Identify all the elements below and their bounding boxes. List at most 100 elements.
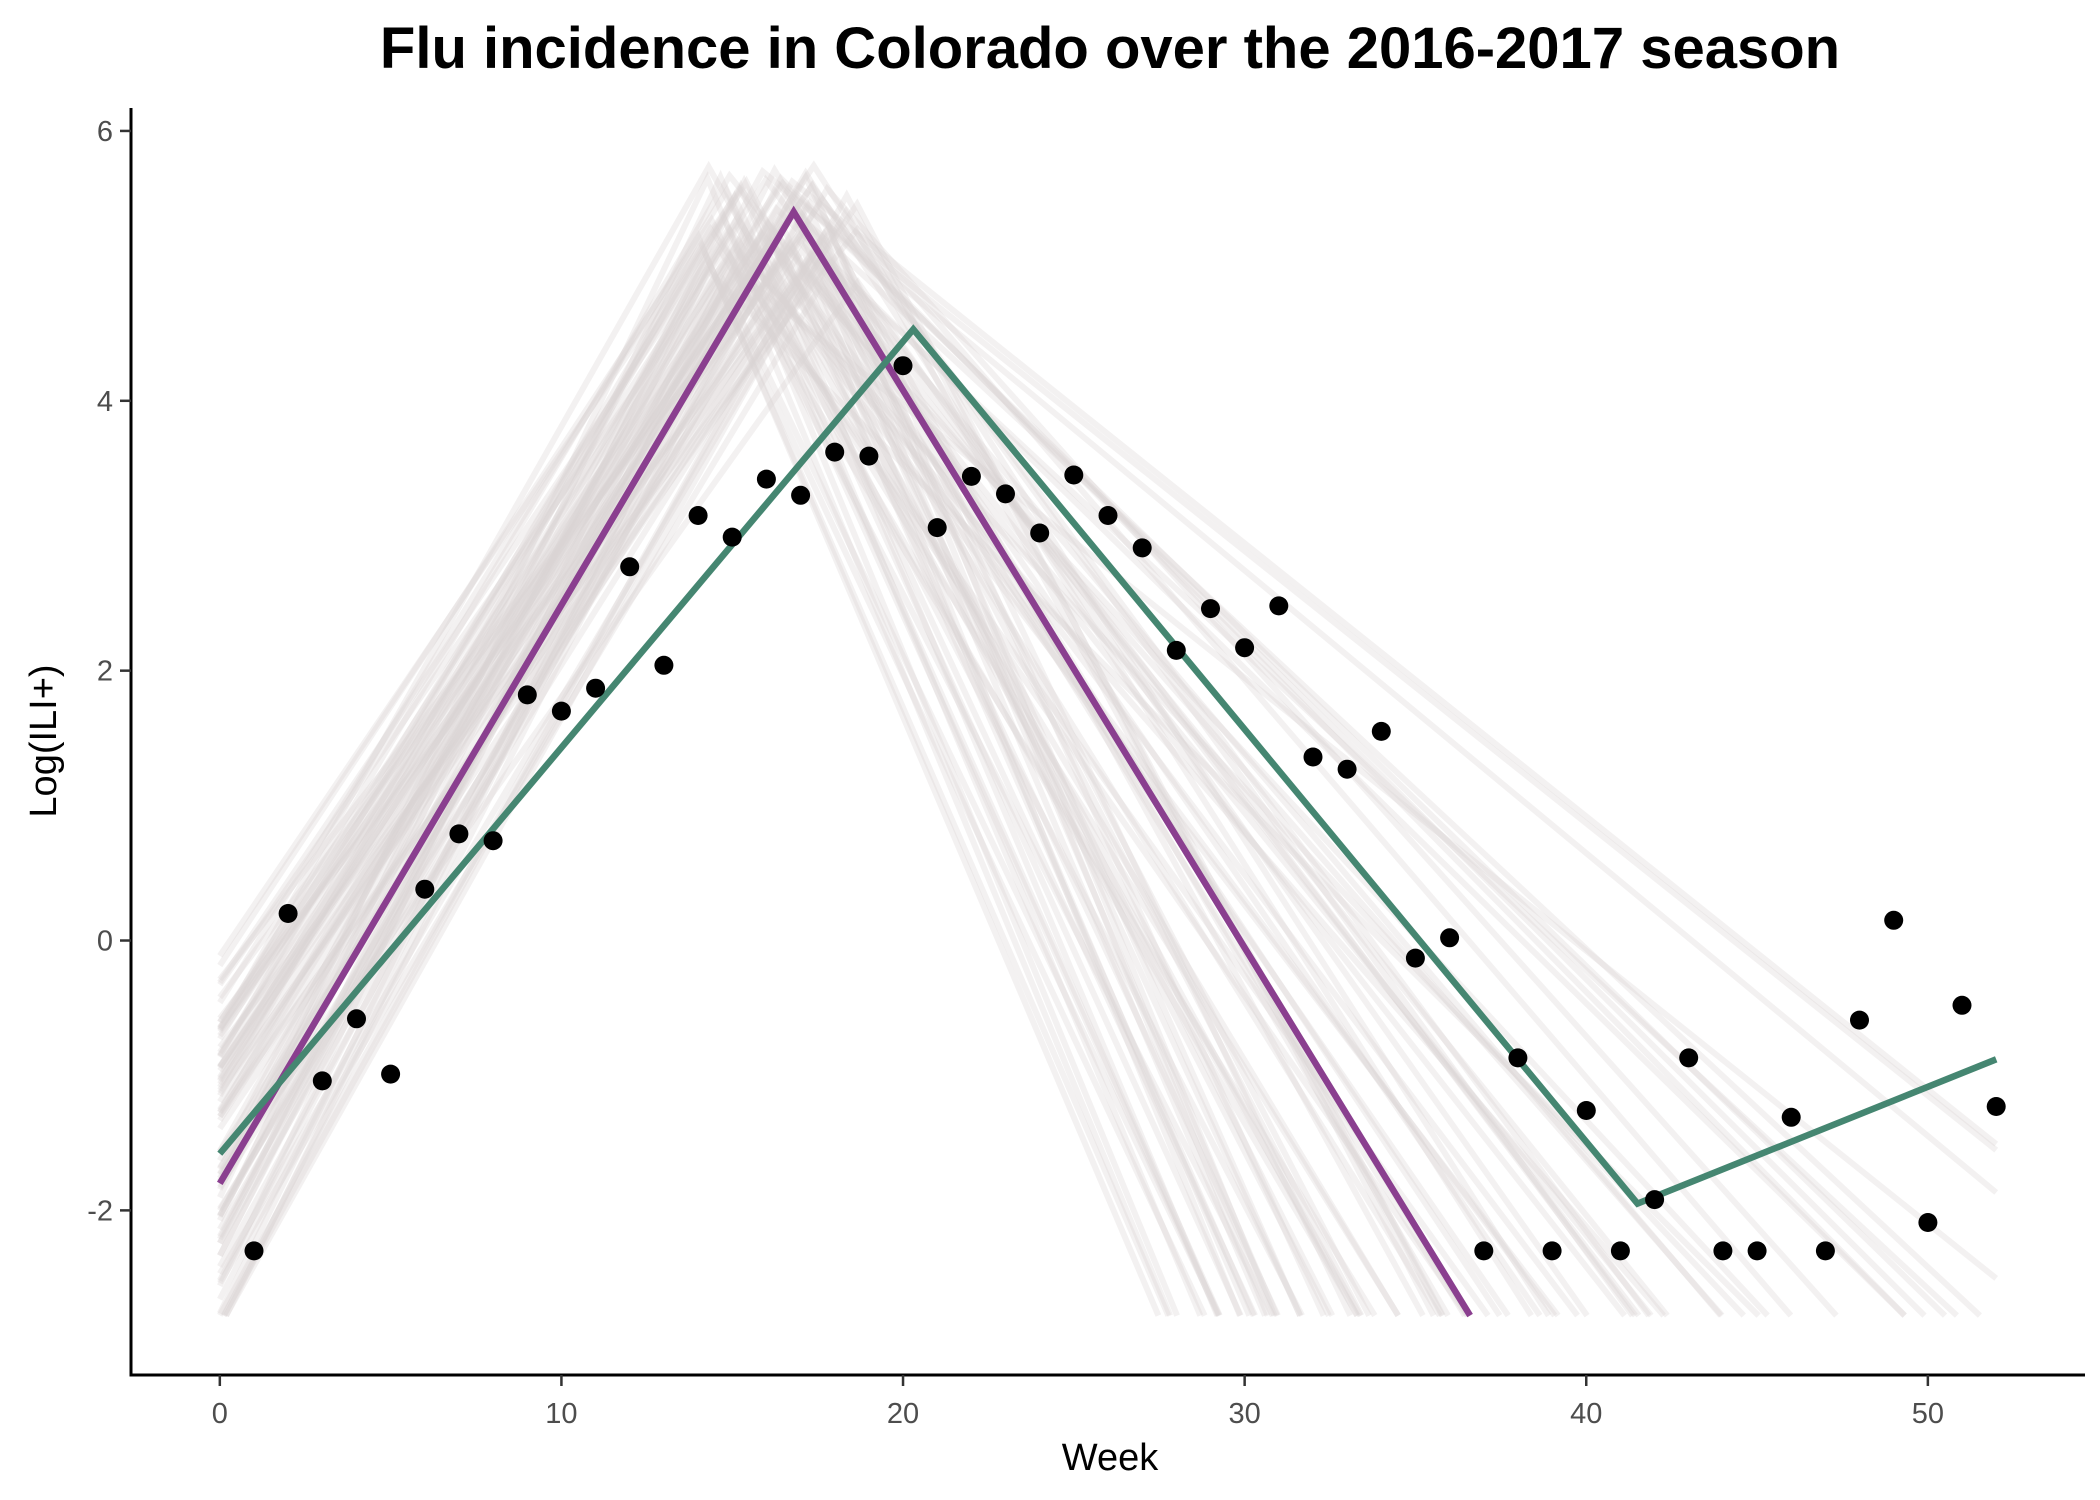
- series-line-green: [217, 324, 1998, 1208]
- ensemble-line: [217, 214, 1276, 1317]
- x-tick-label: 20: [887, 1398, 919, 1430]
- ensemble-line: [217, 265, 1999, 1281]
- ensemble-line: [217, 166, 1999, 1195]
- ensemble-line: [217, 221, 1327, 1317]
- ensemble-line: [217, 276, 1468, 1318]
- data-point: [278, 904, 298, 923]
- data-point: [449, 824, 469, 844]
- data-point: [483, 831, 503, 851]
- data-point: [1713, 1241, 1733, 1261]
- data-point: [1986, 1097, 2006, 1116]
- data-point: [551, 701, 571, 721]
- ensemble-line: [217, 190, 1258, 1317]
- data-point: [1884, 910, 1904, 930]
- data-point: [1747, 1241, 1767, 1261]
- data-point: [1030, 523, 1050, 543]
- ensemble-line: [221, 194, 1451, 1318]
- ensemble-line: [217, 249, 1208, 1317]
- data-point: [654, 655, 674, 675]
- x-tick-label: 0: [212, 1398, 228, 1430]
- ensemble-line: [217, 230, 1162, 1317]
- x-tick-label: 30: [1229, 1398, 1261, 1430]
- data-point: [1166, 640, 1186, 660]
- data-point: [620, 557, 640, 577]
- data-point: [859, 446, 879, 466]
- ensemble-line: [217, 174, 1642, 1318]
- x-tick-label: 40: [1570, 1398, 1602, 1430]
- ensemble-line: [217, 227, 1271, 1317]
- x-axis-title: Week: [1062, 1437, 1159, 1479]
- data-point: [1440, 928, 1460, 948]
- ensemble-line: [217, 256, 1303, 1317]
- ensemble-line: [217, 204, 1907, 1318]
- ensemble-line: [217, 269, 1511, 1318]
- ensemble-line: [217, 175, 1332, 1317]
- ensemble-line: [217, 277, 1590, 1318]
- data-point: [1918, 1213, 1938, 1232]
- data-point: [1815, 1241, 1835, 1261]
- data-point: [961, 466, 981, 486]
- data-point: [688, 506, 708, 525]
- y-tick-label: 6: [97, 116, 113, 148]
- ensemble-line: [223, 228, 1580, 1318]
- ensemble-line: [217, 167, 1534, 1318]
- ensemble-line: [217, 242, 1243, 1317]
- ensemble-line: [217, 179, 1278, 1317]
- ensemble-line: [217, 184, 1443, 1318]
- ensemble-line: [217, 197, 1303, 1317]
- ensemble-line: [217, 210, 1222, 1317]
- ensemble-line: [217, 171, 1180, 1317]
- data-point: [791, 485, 811, 505]
- data-point: [1850, 1010, 1869, 1030]
- ensemble-line: [217, 266, 1361, 1318]
- ensemble-line: [217, 169, 1204, 1317]
- data-point: [756, 469, 776, 489]
- data-point: [893, 356, 913, 376]
- ensemble-line: [217, 274, 1222, 1317]
- ensemble-line: [217, 249, 1543, 1318]
- data-point: [1952, 995, 1972, 1015]
- ensemble-line: [217, 239, 1172, 1317]
- data-point: [517, 685, 537, 705]
- data-point: [1132, 538, 1152, 558]
- data-point: [996, 484, 1015, 504]
- ensemble-line: [217, 238, 1401, 1318]
- ensemble-line: [217, 173, 1927, 1318]
- data-point: [415, 879, 435, 899]
- data-point: [722, 527, 742, 547]
- data-point: [381, 1064, 401, 1084]
- fitted-lines: [217, 205, 1998, 1318]
- data-point: [1235, 638, 1255, 658]
- data-point: [1679, 1048, 1699, 1068]
- data-point: [927, 518, 947, 538]
- ensemble-line: [217, 249, 1173, 1317]
- ensemble-line: [217, 160, 1363, 1318]
- data-point: [1576, 1101, 1596, 1120]
- data-point: [1201, 599, 1220, 619]
- data-point: [1781, 1107, 1801, 1127]
- ensemble-line: [217, 184, 1244, 1317]
- data-point: [1474, 1241, 1494, 1261]
- ensemble-line: [217, 194, 1268, 1317]
- ensemble-line: [217, 227, 1426, 1318]
- series-line-purple: [217, 205, 1473, 1318]
- data-point: [1064, 465, 1084, 485]
- ensemble-line: [217, 218, 1627, 1318]
- data-point: [1610, 1241, 1630, 1261]
- y-axis-title: Log(ILI+): [23, 664, 65, 817]
- ensemble-line: [217, 242, 1253, 1317]
- y-tick-label: 4: [97, 386, 113, 418]
- y-tick-label: 0: [97, 926, 113, 958]
- data-point: [1542, 1241, 1562, 1261]
- ensemble-line: [217, 235, 1223, 1317]
- ensemble-line: [217, 218, 1335, 1317]
- ensemble-line: [217, 178, 1948, 1318]
- ensemble-line: [217, 180, 1638, 1318]
- x-tick-label: 50: [1912, 1398, 1944, 1430]
- ensemble-line: [217, 170, 1654, 1318]
- data-point: [312, 1071, 332, 1091]
- data-point: [586, 678, 606, 698]
- observed-points: [244, 356, 2006, 1261]
- ensemble-line: [217, 215, 1305, 1317]
